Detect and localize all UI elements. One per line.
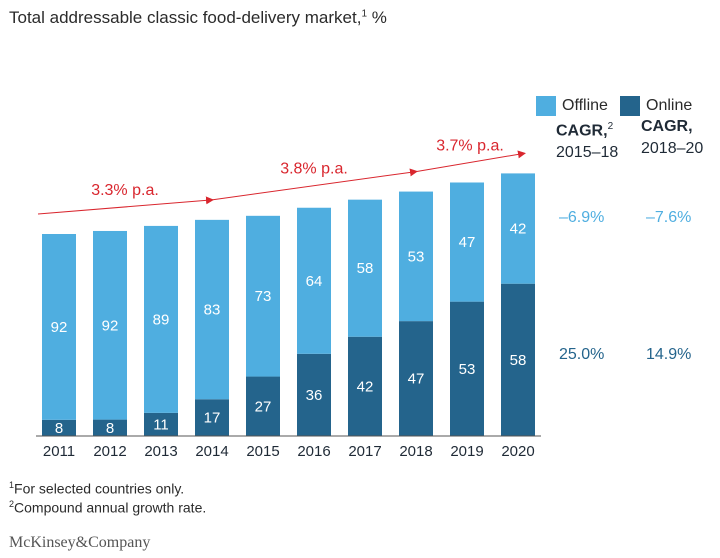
- bar-online-2017: [348, 336, 382, 436]
- data-label-offline-2016: 64: [306, 273, 323, 290]
- growth-label-2011-2014: 3.3% p.a.: [91, 182, 159, 199]
- cagr-offline-2018-20: –7.6%: [646, 209, 692, 226]
- x-tick-label-2012: 2012: [93, 443, 126, 460]
- data-label-online-2016: 36: [306, 387, 323, 404]
- data-label-offline-2020: 42: [510, 221, 527, 238]
- x-tick-label-2016: 2016: [297, 443, 330, 460]
- chart-title-unit: %: [367, 8, 387, 27]
- cagr-offline-2015-18: –6.9%: [559, 209, 605, 226]
- bar-offline-2017: [348, 199, 382, 337]
- data-label-offline-2018: 53: [408, 248, 425, 265]
- bar-offline-2013: [144, 225, 178, 413]
- chart-title-text: Total addressable classic food-delivery …: [9, 8, 362, 27]
- data-label-online-2014: 17: [204, 410, 221, 427]
- bar-offline-2019: [450, 182, 484, 302]
- cagr-period-2015-18: 2015–18: [556, 144, 619, 162]
- data-label-offline-2011: 92: [51, 319, 68, 336]
- data-label-online-2018: 47: [408, 371, 425, 388]
- chart-title-footnote-mark: 1: [361, 8, 367, 20]
- x-tick-label-2017: 2017: [348, 443, 381, 460]
- x-tick-label-2014: 2014: [195, 443, 228, 460]
- x-tick-label-2018: 2018: [399, 443, 432, 460]
- growth-label-2018-2020: 3.7% p.a.: [436, 137, 504, 154]
- data-label-offline-2014: 83: [204, 302, 221, 319]
- legend-item-online: Online: [620, 96, 692, 116]
- cagr-header-2015-18: CAGR,2 2015–18: [556, 116, 618, 164]
- data-label-offline-2013: 89: [153, 311, 170, 328]
- data-label-offline-2012: 92: [102, 317, 119, 334]
- cagr-footnote-mark: 2: [607, 121, 614, 132]
- legend-swatch-offline: [536, 96, 556, 116]
- cagr-period-2018-20: 2018–20: [641, 140, 704, 157]
- bar-offline-2011: [42, 234, 76, 420]
- legend-item-offline: Offline: [536, 96, 608, 116]
- bar-online-2019: [450, 301, 484, 436]
- data-label-offline-2015: 73: [255, 288, 272, 305]
- data-label-online-2017: 42: [357, 378, 374, 395]
- x-tick-label-2011: 2011: [43, 443, 75, 460]
- chart-title: Total addressable classic food-delivery …: [9, 8, 387, 28]
- bar-offline-2015: [246, 215, 280, 377]
- bar-online-2012: [93, 419, 127, 436]
- bar-online-2011: [42, 419, 76, 436]
- data-label-online-2013: 11: [153, 416, 169, 433]
- footnote-2: 2Compound annual growth rate.: [9, 499, 206, 516]
- bar-online-2016: [297, 353, 331, 436]
- growth-arrow-2011-2014: [37, 196, 214, 215]
- legend-swatch-online: [620, 96, 640, 116]
- data-label-offline-2019: 47: [459, 234, 476, 251]
- growth-label-2014-2018: 3.8% p.a.: [280, 161, 348, 178]
- x-tick-label-2013: 2013: [144, 443, 177, 460]
- cagr-header-label: CAGR,: [641, 118, 693, 135]
- legend-label-offline: Offline: [562, 97, 608, 114]
- x-tick-label-2019: 2019: [450, 443, 483, 460]
- cagr-online-2018-20: 14.9%: [646, 346, 692, 363]
- data-label-online-2011: 8: [55, 420, 63, 437]
- bar-offline-2020: [501, 173, 535, 284]
- data-label-online-2020: 58: [510, 352, 527, 369]
- data-label-offline-2017: 58: [357, 260, 374, 277]
- data-label-online-2015: 27: [255, 398, 272, 415]
- bar-online-2014: [195, 399, 229, 436]
- bar-offline-2012: [93, 230, 127, 420]
- bar-offline-2016: [297, 207, 331, 354]
- bar-online-2015: [246, 376, 280, 436]
- bar-online-2018: [399, 321, 433, 436]
- growth-arrow-2014-2018: [211, 168, 418, 201]
- cagr-header-2018-20: CAGR, 2018–20: [641, 116, 703, 160]
- footnote-2-text: Compound annual growth rate.: [14, 499, 207, 516]
- cagr-online-2015-18: 25.0%: [559, 346, 605, 363]
- footnote-1-mark: 1: [9, 480, 15, 490]
- x-tick-label-2020: 2020: [501, 443, 534, 460]
- bar-offline-2014: [195, 219, 229, 400]
- data-label-online-2012: 8: [106, 420, 114, 437]
- bar-online-2020: [501, 283, 535, 436]
- brand-logo-text: McKinsey&Company: [9, 534, 151, 551]
- footnote-2-mark: 2: [9, 499, 15, 509]
- growth-arrow-2018-2020: [415, 150, 526, 173]
- footnote-1-text: For selected countries only.: [14, 480, 185, 497]
- legend-label-online: Online: [646, 97, 693, 114]
- stacked-bar-chart: 8 92 2011 8 92 2012 11 89 2013 17 83 2014 27 73 2015 36…: [36, 137, 541, 460]
- data-label-online-2019: 53: [459, 361, 476, 378]
- bar-offline-2018: [399, 191, 433, 322]
- footnote-1: 1For selected countries only.: [9, 480, 184, 497]
- x-tick-label-2015: 2015: [246, 443, 279, 460]
- bar-online-2013: [144, 412, 178, 436]
- cagr-header-label: CAGR,: [556, 122, 608, 140]
